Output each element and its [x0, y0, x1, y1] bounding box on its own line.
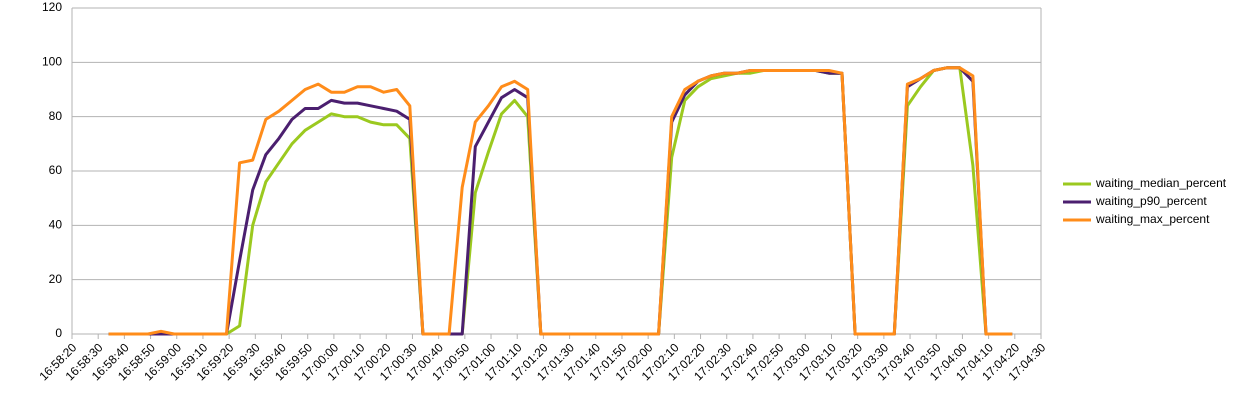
- legend-label: waiting_median_percent: [1095, 176, 1227, 190]
- y-tick-label: 0: [55, 326, 62, 340]
- legend-label: waiting_max_percent: [1095, 212, 1210, 226]
- y-tick-label: 40: [49, 218, 63, 232]
- legend-label: waiting_p90_percent: [1095, 194, 1207, 208]
- y-tick-label: 20: [49, 272, 63, 286]
- series-line: [108, 66, 1013, 336]
- y-tick-label: 120: [42, 0, 62, 14]
- y-tick-label: 60: [49, 163, 63, 177]
- y-tick-label: 80: [49, 109, 63, 123]
- series-line: [108, 66, 1013, 336]
- y-tick-label: 100: [42, 55, 62, 69]
